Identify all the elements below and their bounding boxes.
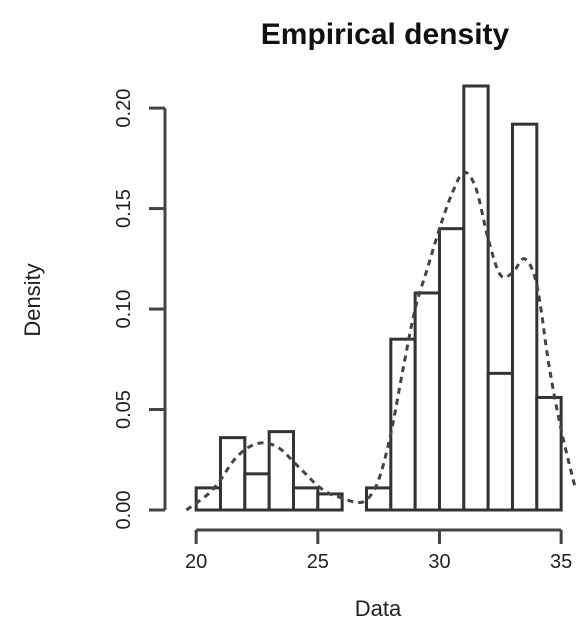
y-axis: 0.00 0.05 0.10 0.15 0.20 xyxy=(113,89,167,530)
histogram-bar-8 xyxy=(389,337,417,512)
histogram-bar-0 xyxy=(194,486,222,512)
histogram-bars xyxy=(194,84,563,512)
histogram-bar-14 xyxy=(535,395,563,512)
x-axis: 20 25 30 35 xyxy=(185,528,572,573)
histogram-bar-2 xyxy=(243,472,271,512)
histogram-bar-11 xyxy=(462,84,490,512)
histogram-bar-1 xyxy=(218,436,247,512)
x-tick-label-2: 30 xyxy=(428,551,450,573)
density-curve xyxy=(185,170,578,512)
histogram-bar-9 xyxy=(413,291,441,512)
y-tick-label-2: 0.10 xyxy=(113,290,135,329)
y-tick-label-0: 0.00 xyxy=(113,491,135,530)
x-tick-label-3: 35 xyxy=(550,551,572,573)
histogram-bar-12 xyxy=(486,371,514,512)
chart-title: Empirical density xyxy=(261,18,510,51)
y-tick-label-1: 0.05 xyxy=(113,390,135,429)
histogram-bar-13 xyxy=(510,122,539,512)
histogram-bar-7 xyxy=(364,486,393,512)
histogram-bar-10 xyxy=(437,227,466,512)
x-tick-label-1: 25 xyxy=(307,551,329,573)
x-tick-label-0: 20 xyxy=(185,551,207,573)
y-axis-label: Density xyxy=(20,263,45,336)
histogram-bar-4 xyxy=(291,486,320,512)
y-tick-label-4: 0.20 xyxy=(113,89,135,128)
y-tick-label-3: 0.15 xyxy=(113,189,135,228)
x-axis-label: Data xyxy=(355,596,402,620)
